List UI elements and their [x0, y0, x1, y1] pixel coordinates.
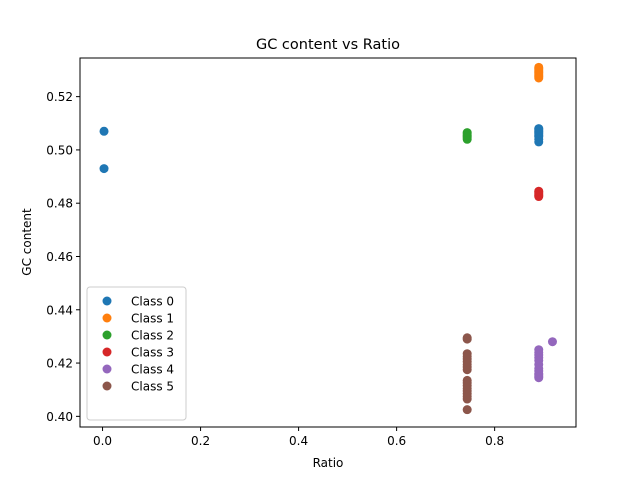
y-axis-ticks: 0.40 0.42 0.44 0.46 0.48 0.50 0.52 [46, 90, 80, 424]
points-layer [99, 62, 557, 415]
legend: Class 0 Class 1 Class 2 Class 3 Class 4 Class… [86, 286, 187, 421]
x-tick-label: 0.4 [289, 434, 308, 448]
point-class-2 [462, 128, 472, 138]
y-tick-label: 0.48 [46, 197, 73, 211]
point-class-4 [547, 337, 557, 347]
y-tick-label: 0.42 [46, 357, 73, 371]
x-tick-label: 0.8 [485, 434, 504, 448]
point-class-5 [462, 349, 472, 359]
legend-marker [102, 347, 112, 357]
legend-label: Class 4 [131, 363, 174, 377]
point-class-4 [534, 345, 544, 355]
legend-box [86, 286, 187, 421]
point-class-0 [99, 126, 109, 136]
y-tick-label: 0.44 [46, 303, 73, 317]
legend-marker [102, 313, 112, 323]
legend-marker [102, 364, 112, 374]
legend-label: Class 1 [131, 312, 174, 326]
legend-marker [102, 296, 112, 306]
legend-marker [102, 381, 112, 391]
y-tick-label: 0.40 [46, 410, 73, 424]
legend-label: Class 0 [131, 295, 174, 309]
point-class-0 [534, 124, 544, 134]
x-tick-label: 0.6 [387, 434, 406, 448]
point-class-1 [534, 62, 544, 72]
point-class-5 [462, 405, 472, 415]
point-class-0 [99, 164, 109, 174]
y-axis-label: GC content [20, 208, 34, 276]
y-tick-label: 0.50 [46, 143, 73, 157]
y-tick-label: 0.52 [46, 90, 73, 104]
x-tick-label: 0.0 [93, 434, 112, 448]
legend-label: Class 5 [131, 380, 174, 394]
x-axis-label: Ratio [313, 456, 344, 470]
point-class-3 [534, 186, 544, 196]
y-tick-label: 0.46 [46, 250, 73, 264]
point-class-5 [462, 375, 472, 385]
legend-label: Class 3 [131, 346, 174, 360]
chart-title: GC content vs Ratio [256, 37, 400, 53]
point-class-5 [462, 333, 472, 343]
legend-items: Class 0 Class 1 Class 2 Class 3 Class 4 Class… [102, 295, 174, 394]
plot-area-frame [79, 57, 577, 428]
legend-label: Class 2 [131, 329, 174, 343]
legend-marker [102, 330, 112, 340]
x-axis-ticks: 0.0 0.2 0.4 0.6 0.8 [93, 427, 504, 448]
x-tick-label: 0.2 [191, 434, 210, 448]
